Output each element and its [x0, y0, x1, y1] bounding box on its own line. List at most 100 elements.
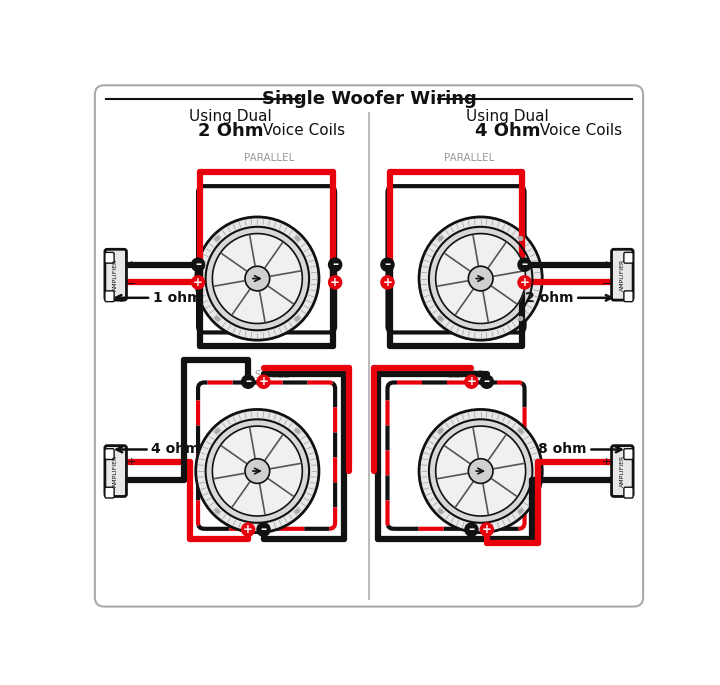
Circle shape	[465, 523, 478, 536]
FancyBboxPatch shape	[105, 487, 114, 498]
Circle shape	[328, 276, 342, 289]
Circle shape	[419, 217, 542, 340]
Circle shape	[419, 410, 542, 533]
Text: PARALLEL: PARALLEL	[243, 153, 294, 162]
Circle shape	[257, 375, 270, 388]
FancyBboxPatch shape	[624, 449, 633, 460]
Circle shape	[295, 429, 300, 433]
Text: –: –	[261, 523, 266, 536]
Text: –: –	[468, 523, 474, 536]
Circle shape	[519, 509, 523, 513]
Text: +: +	[467, 375, 477, 388]
Text: +: +	[193, 275, 203, 288]
FancyBboxPatch shape	[624, 291, 633, 301]
Circle shape	[242, 375, 255, 388]
Text: Voice Coils: Voice Coils	[258, 123, 346, 138]
FancyBboxPatch shape	[105, 252, 114, 263]
Circle shape	[328, 258, 342, 271]
Text: –: –	[245, 375, 251, 388]
Circle shape	[196, 410, 319, 533]
Circle shape	[429, 419, 532, 523]
Circle shape	[215, 236, 219, 240]
Text: 8 ohm: 8 ohm	[539, 443, 587, 456]
Circle shape	[295, 509, 300, 513]
FancyBboxPatch shape	[95, 85, 643, 607]
Text: −: −	[127, 279, 136, 289]
Text: +: +	[127, 457, 136, 466]
Circle shape	[257, 523, 270, 536]
Text: 2 Ohm: 2 Ohm	[198, 122, 263, 140]
Text: –: –	[332, 258, 338, 271]
Text: –: –	[195, 258, 201, 271]
Text: +: +	[258, 375, 269, 388]
Circle shape	[295, 316, 300, 321]
Circle shape	[245, 459, 270, 484]
Circle shape	[436, 426, 526, 516]
Text: –: –	[384, 258, 390, 271]
Text: −: −	[602, 279, 611, 289]
Text: 2 ohm: 2 ohm	[526, 291, 574, 305]
Circle shape	[212, 234, 302, 323]
Text: –: –	[521, 258, 528, 271]
FancyBboxPatch shape	[611, 249, 633, 300]
Text: AMPLIFIER: AMPLIFIER	[113, 258, 118, 291]
Text: +: +	[382, 275, 392, 288]
Circle shape	[242, 523, 255, 536]
Text: Using Dual: Using Dual	[189, 110, 271, 125]
FancyBboxPatch shape	[105, 249, 127, 300]
Circle shape	[519, 429, 523, 433]
Text: +: +	[243, 523, 253, 536]
Text: 4 ohm: 4 ohm	[151, 443, 199, 456]
Circle shape	[381, 276, 394, 289]
Text: Using Dual: Using Dual	[467, 110, 549, 125]
Text: +: +	[602, 457, 611, 466]
Circle shape	[438, 509, 443, 513]
Circle shape	[429, 227, 532, 330]
Circle shape	[206, 419, 309, 523]
FancyBboxPatch shape	[105, 291, 114, 301]
Circle shape	[468, 459, 493, 484]
Circle shape	[295, 236, 300, 240]
Circle shape	[465, 375, 478, 388]
Circle shape	[438, 236, 443, 240]
FancyBboxPatch shape	[611, 446, 633, 497]
Circle shape	[381, 258, 394, 271]
Text: +: +	[127, 260, 136, 271]
Text: Single Woofer Wiring: Single Woofer Wiring	[261, 90, 477, 108]
FancyBboxPatch shape	[105, 449, 114, 460]
Text: +: +	[330, 275, 340, 288]
Circle shape	[480, 523, 493, 536]
Circle shape	[215, 429, 219, 433]
Circle shape	[480, 375, 493, 388]
Circle shape	[192, 258, 204, 271]
Circle shape	[215, 509, 219, 513]
Text: AMPLIFIER: AMPLIFIER	[620, 258, 625, 291]
Circle shape	[518, 258, 531, 271]
Circle shape	[196, 217, 319, 340]
Text: 1 ohm: 1 ohm	[153, 291, 201, 305]
Text: PARALLEL: PARALLEL	[444, 153, 495, 162]
Circle shape	[192, 276, 204, 289]
Text: −: −	[602, 475, 611, 485]
FancyBboxPatch shape	[105, 446, 127, 497]
Circle shape	[212, 426, 302, 516]
Text: AMPLIFIER: AMPLIFIER	[620, 455, 625, 487]
Text: SERIES: SERIES	[447, 370, 483, 379]
Circle shape	[468, 266, 493, 291]
Text: −: −	[127, 475, 136, 485]
Text: 4 Ohm: 4 Ohm	[475, 122, 540, 140]
Text: AMPLIFIER: AMPLIFIER	[113, 455, 118, 487]
Text: Voice Coils: Voice Coils	[535, 123, 623, 138]
Text: –: –	[484, 375, 490, 388]
Circle shape	[519, 316, 523, 321]
Circle shape	[245, 266, 270, 291]
Text: +: +	[520, 275, 529, 288]
Circle shape	[215, 316, 219, 321]
FancyBboxPatch shape	[624, 252, 633, 263]
Circle shape	[519, 236, 523, 240]
Circle shape	[518, 276, 531, 289]
Text: +: +	[482, 523, 492, 536]
Circle shape	[436, 234, 526, 323]
Circle shape	[438, 429, 443, 433]
Text: SERIES: SERIES	[255, 370, 291, 379]
